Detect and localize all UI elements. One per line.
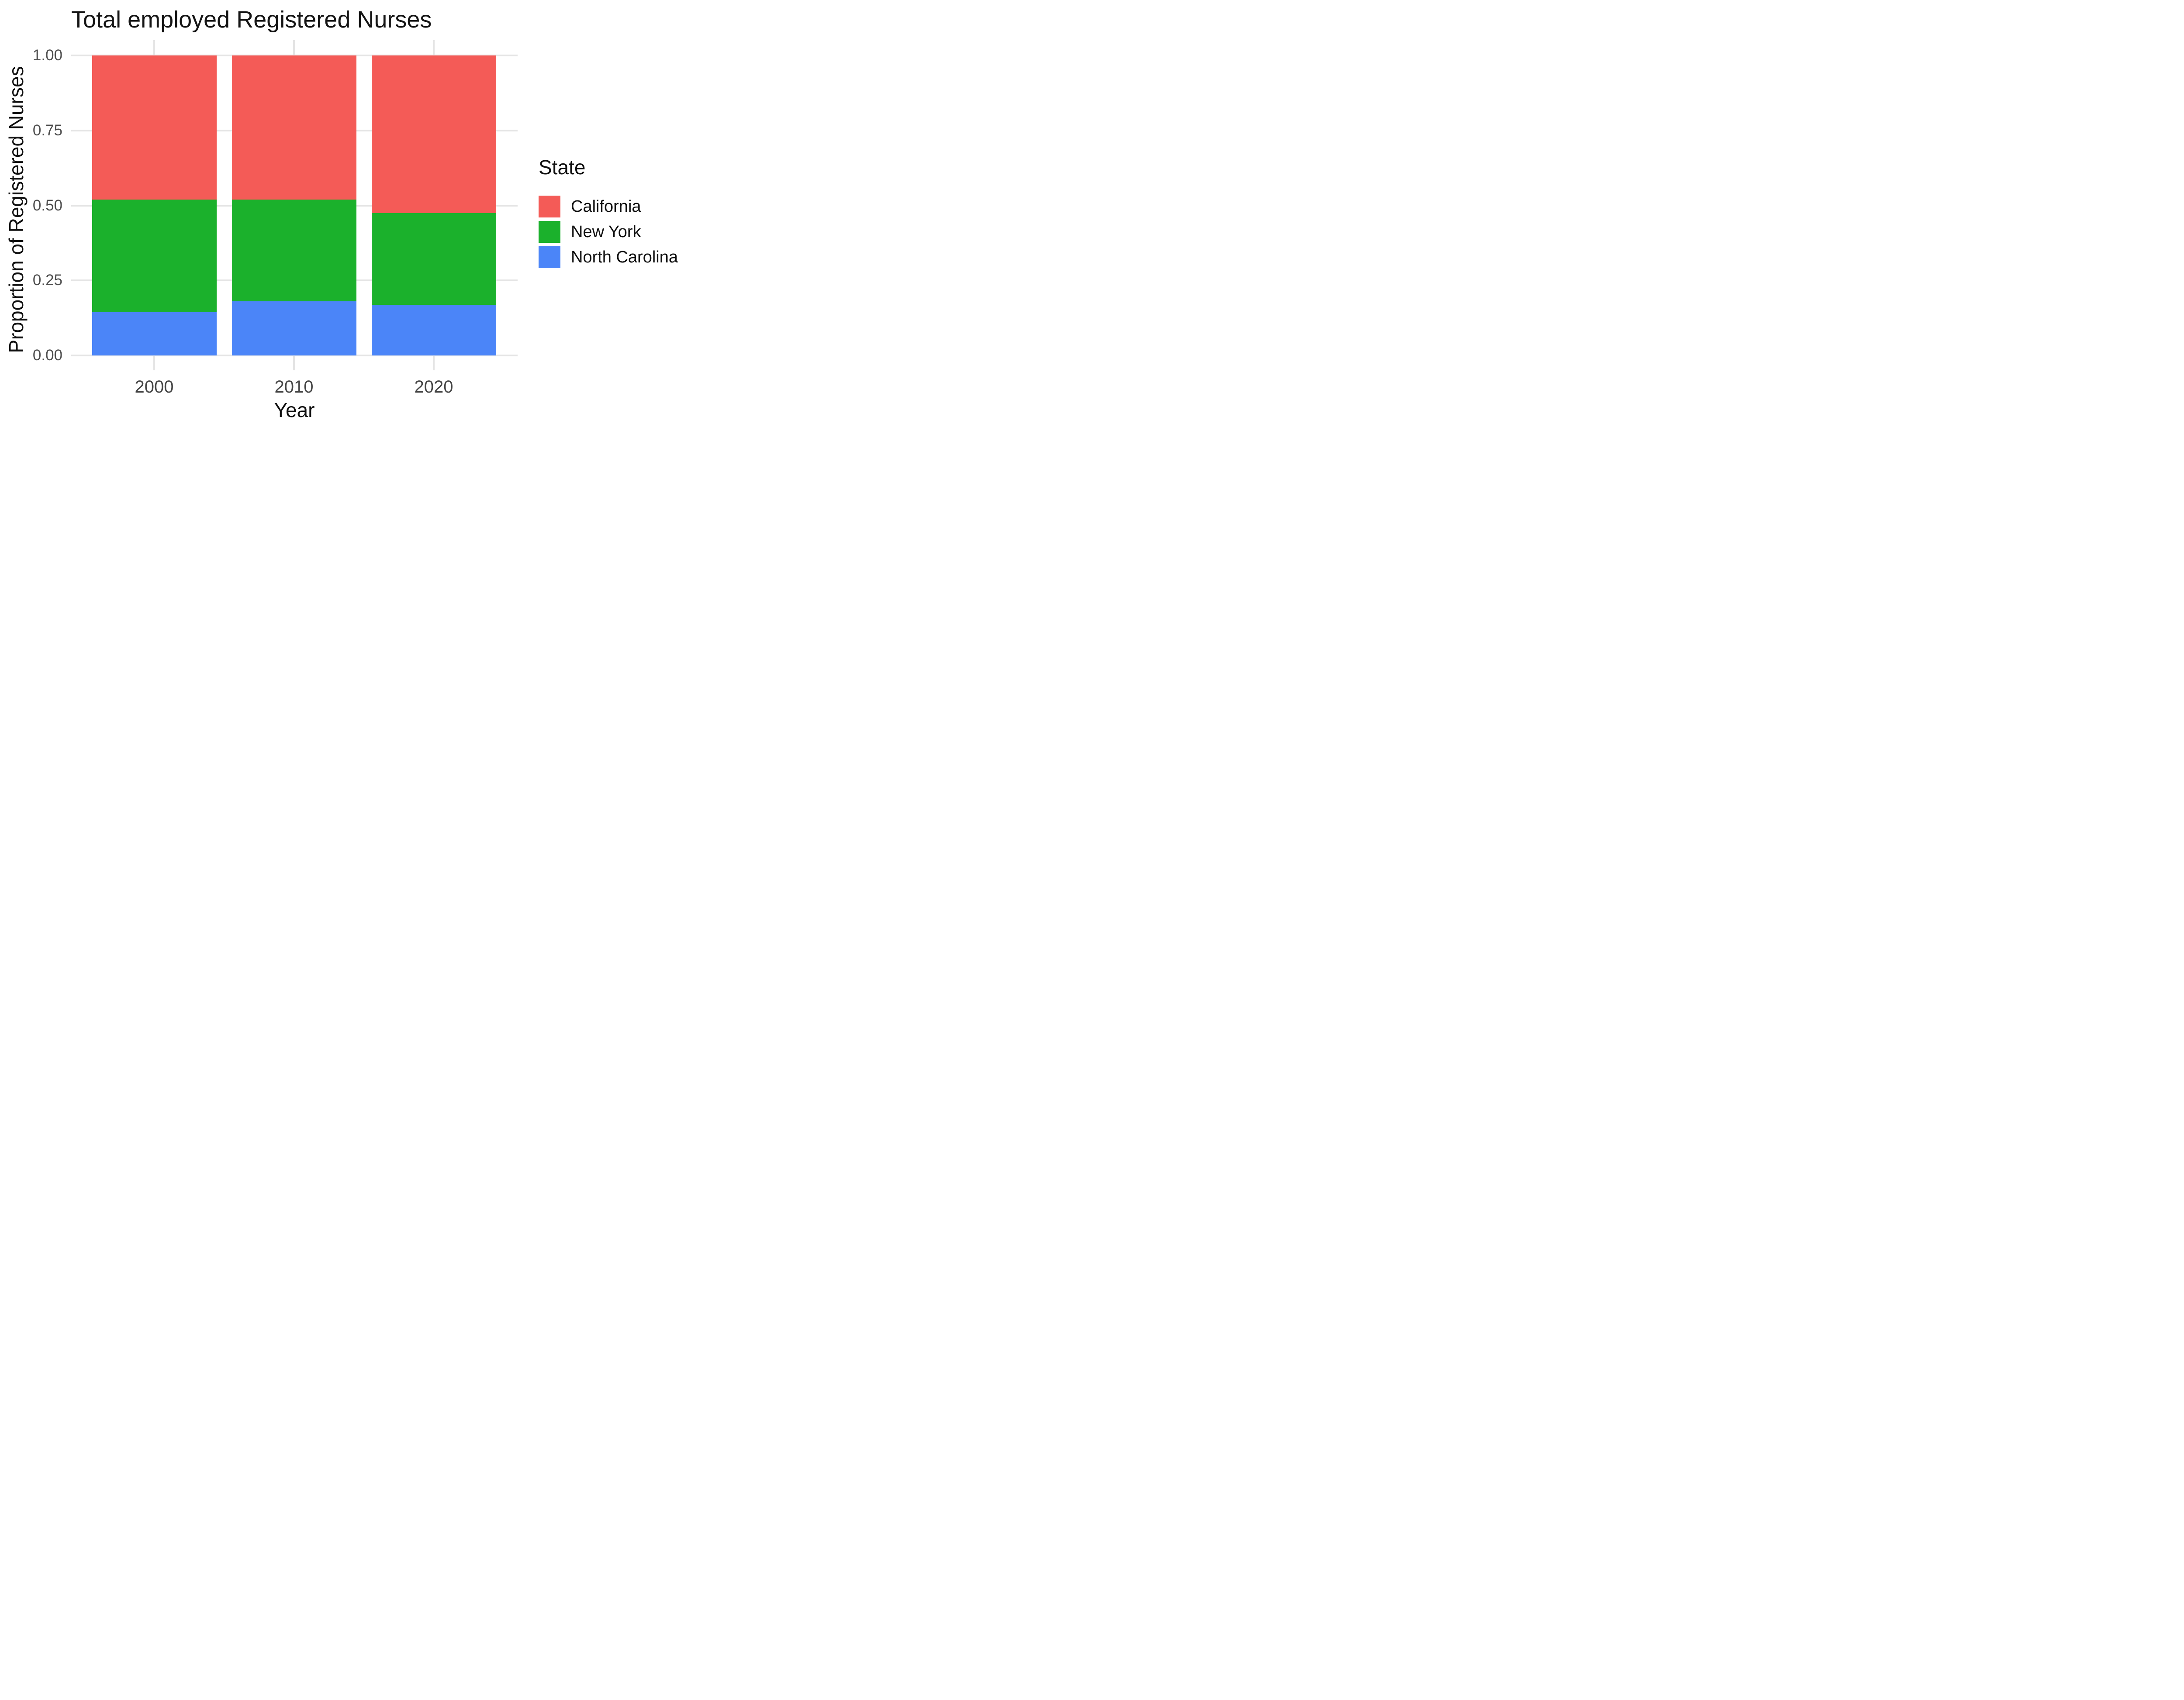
y-tick-label-0.50: 0.50	[32, 197, 62, 214]
bar-segment-new-york-2010	[232, 199, 356, 301]
y-axis-title: Proportion of Registered Nurses	[5, 66, 28, 353]
bar-segment-new-york-2000	[92, 199, 217, 313]
legend-swatch-icon	[539, 221, 560, 243]
x-tick-label-2020: 2020	[414, 377, 453, 397]
legend-swatch-icon	[539, 196, 560, 217]
x-tick-label-2010: 2010	[274, 377, 314, 397]
legend-title: State	[539, 156, 586, 179]
y-tick-label-0.00: 0.00	[32, 347, 62, 364]
legend-label: North Carolina	[571, 248, 678, 266]
legend-item-north-carolina: North Carolina	[539, 246, 678, 268]
gridline-horizontal-0	[71, 355, 518, 356]
bar-segment-north-carolina-2020	[371, 304, 496, 355]
bar-segment-north-carolina-2010	[232, 301, 356, 355]
chart: Total employed Registered Nurses Year Pr…	[0, 0, 688, 425]
y-tick-label-1.00: 1.00	[32, 47, 62, 64]
legend-item-new-york: New York	[539, 221, 678, 243]
bar-segment-california-2010	[232, 55, 356, 200]
legend-label: California	[571, 197, 641, 216]
legend-swatch-icon	[539, 246, 560, 268]
legend: State California New York North Carolina	[539, 155, 678, 272]
chart-title: Total employed Registered Nurses	[71, 7, 432, 33]
y-tick-label-0.75: 0.75	[32, 121, 62, 139]
x-tick-label-2000: 2000	[135, 377, 174, 397]
bar-segment-california-2000	[92, 55, 217, 200]
legend-items: California New York North Carolina	[539, 196, 678, 268]
legend-label: New York	[571, 222, 641, 241]
y-tick-label-0.25: 0.25	[32, 272, 62, 289]
bar-segment-new-york-2020	[371, 213, 496, 305]
bar-segment-north-carolina-2000	[92, 312, 217, 355]
x-axis-title: Year	[274, 399, 315, 421]
plot-panel	[71, 40, 518, 370]
legend-item-california: California	[539, 196, 678, 217]
bar-segment-california-2020	[371, 55, 496, 214]
